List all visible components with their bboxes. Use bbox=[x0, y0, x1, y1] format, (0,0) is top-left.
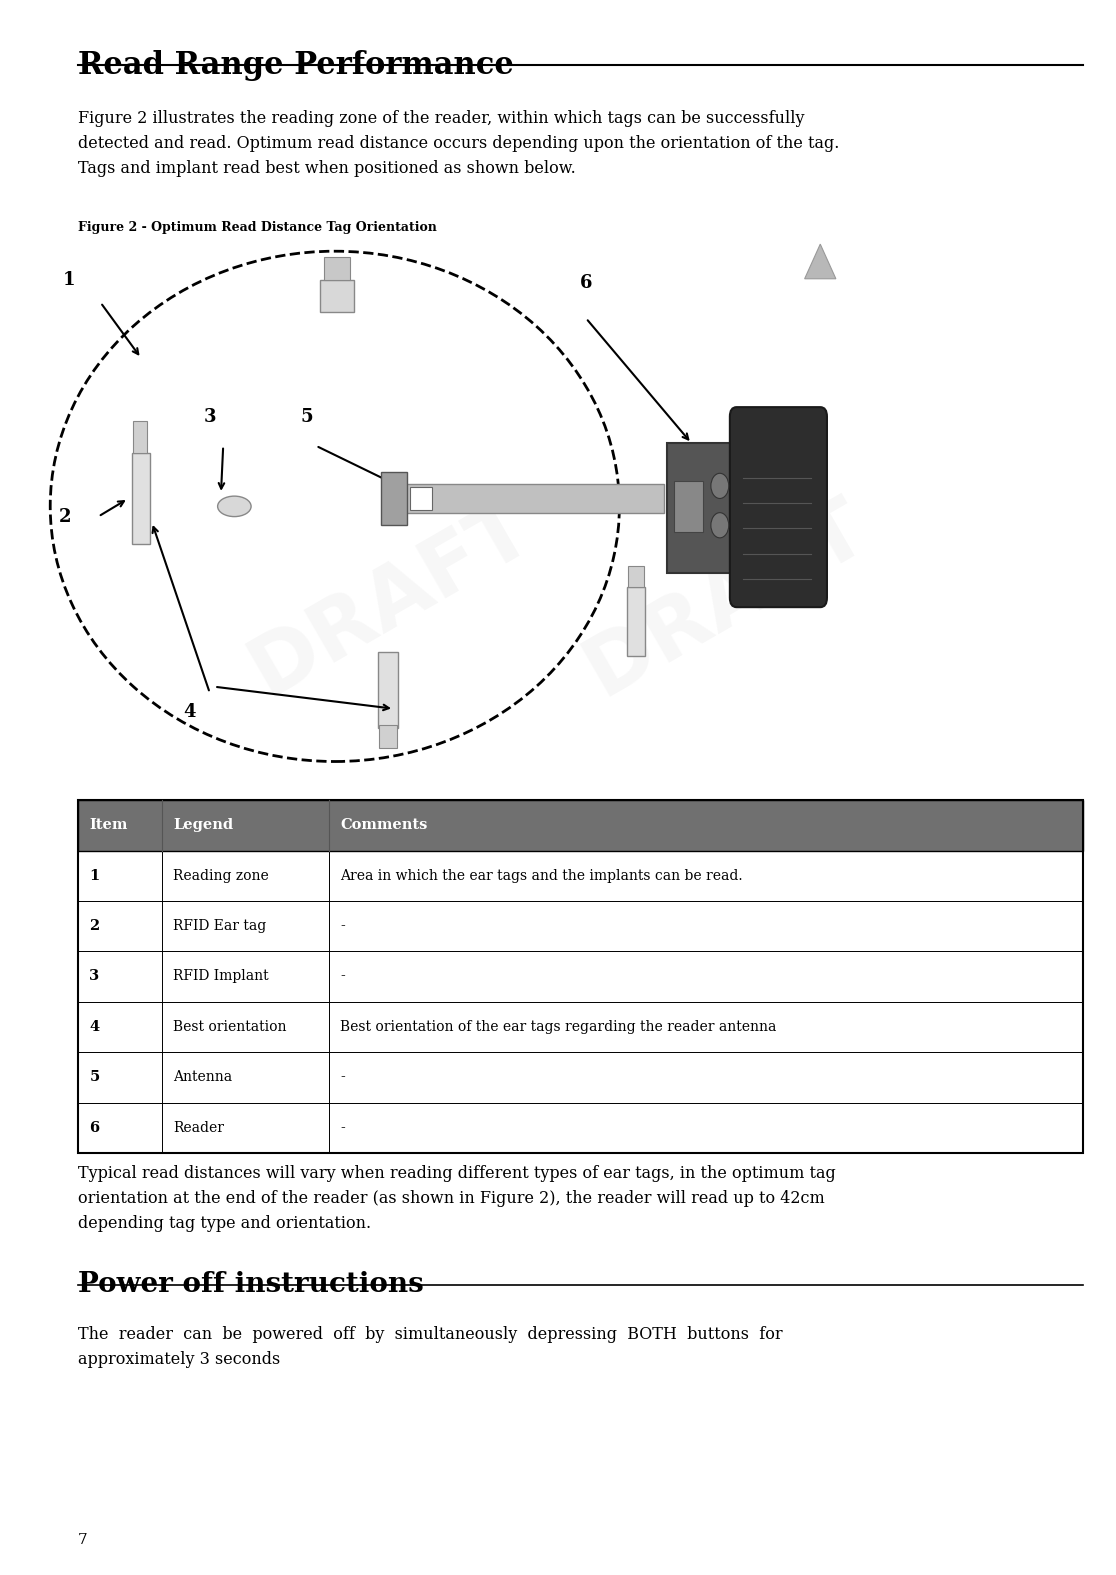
FancyBboxPatch shape bbox=[78, 800, 1083, 851]
Text: Power off instructions: Power off instructions bbox=[78, 1271, 424, 1298]
Text: 4: 4 bbox=[89, 1021, 99, 1033]
Text: Reader: Reader bbox=[173, 1121, 224, 1134]
FancyBboxPatch shape bbox=[410, 488, 432, 510]
FancyBboxPatch shape bbox=[78, 850, 1083, 901]
FancyBboxPatch shape bbox=[378, 652, 398, 728]
FancyBboxPatch shape bbox=[78, 1002, 1083, 1052]
Text: Figure 2 - Optimum Read Distance Tag Orientation: Figure 2 - Optimum Read Distance Tag Ori… bbox=[78, 221, 437, 233]
Text: -: - bbox=[340, 1121, 345, 1134]
FancyBboxPatch shape bbox=[78, 901, 1083, 951]
Text: Area in which the ear tags and the implants can be read.: Area in which the ear tags and the impla… bbox=[340, 869, 743, 882]
Text: The  reader  can  be  powered  off  by  simultaneously  depressing  BOTH  button: The reader can be powered off by simulta… bbox=[78, 1326, 782, 1369]
Text: DRAFT: DRAFT bbox=[235, 863, 546, 1090]
Text: RFID Ear tag: RFID Ear tag bbox=[173, 920, 267, 932]
Circle shape bbox=[711, 474, 729, 498]
FancyBboxPatch shape bbox=[320, 280, 354, 312]
Text: 5: 5 bbox=[300, 408, 314, 427]
Text: Typical read distances will vary when reading different types of ear tags, in th: Typical read distances will vary when re… bbox=[78, 1166, 836, 1232]
FancyBboxPatch shape bbox=[627, 586, 645, 655]
Text: 3: 3 bbox=[89, 970, 99, 983]
Text: -: - bbox=[340, 920, 345, 932]
FancyBboxPatch shape bbox=[381, 472, 407, 526]
FancyBboxPatch shape bbox=[78, 1102, 1083, 1153]
Text: Reading zone: Reading zone bbox=[173, 869, 269, 882]
Text: -: - bbox=[340, 1071, 345, 1084]
Text: Comments: Comments bbox=[340, 819, 427, 832]
Text: Antenna: Antenna bbox=[173, 1071, 232, 1084]
Text: 1: 1 bbox=[62, 271, 76, 290]
FancyBboxPatch shape bbox=[133, 421, 147, 454]
Text: 1: 1 bbox=[89, 869, 99, 882]
FancyBboxPatch shape bbox=[628, 565, 644, 586]
Text: 5: 5 bbox=[89, 1071, 99, 1084]
FancyBboxPatch shape bbox=[674, 482, 703, 532]
FancyBboxPatch shape bbox=[379, 724, 397, 748]
FancyBboxPatch shape bbox=[730, 408, 827, 608]
FancyBboxPatch shape bbox=[385, 485, 664, 512]
Ellipse shape bbox=[218, 496, 251, 517]
Text: RFID Implant: RFID Implant bbox=[173, 970, 269, 983]
Text: -: - bbox=[340, 970, 345, 983]
Text: 2: 2 bbox=[58, 507, 71, 526]
Text: Item: Item bbox=[89, 819, 127, 832]
Text: 6: 6 bbox=[89, 1121, 99, 1134]
FancyBboxPatch shape bbox=[324, 257, 350, 280]
Text: Figure 2 illustrates the reading zone of the reader, within which tags can be su: Figure 2 illustrates the reading zone of… bbox=[78, 110, 839, 176]
Polygon shape bbox=[805, 244, 836, 279]
Circle shape bbox=[711, 513, 729, 539]
Text: 7: 7 bbox=[78, 1532, 88, 1547]
Text: 2: 2 bbox=[89, 920, 99, 932]
FancyBboxPatch shape bbox=[132, 454, 150, 545]
Text: Best orientation: Best orientation bbox=[173, 1021, 287, 1033]
Text: 3: 3 bbox=[203, 408, 217, 427]
Text: 6: 6 bbox=[579, 274, 593, 293]
Text: DRAFT: DRAFT bbox=[570, 485, 881, 712]
Text: DRAFT: DRAFT bbox=[570, 863, 881, 1090]
Text: Best orientation of the ear tags regarding the reader antenna: Best orientation of the ear tags regardi… bbox=[340, 1021, 777, 1033]
FancyBboxPatch shape bbox=[78, 951, 1083, 1002]
Text: Read Range Performance: Read Range Performance bbox=[78, 50, 514, 82]
FancyBboxPatch shape bbox=[78, 1052, 1083, 1102]
Text: 4: 4 bbox=[183, 702, 196, 721]
Text: DRAFT: DRAFT bbox=[235, 485, 546, 712]
FancyBboxPatch shape bbox=[667, 444, 737, 573]
Text: Legend: Legend bbox=[173, 819, 233, 832]
